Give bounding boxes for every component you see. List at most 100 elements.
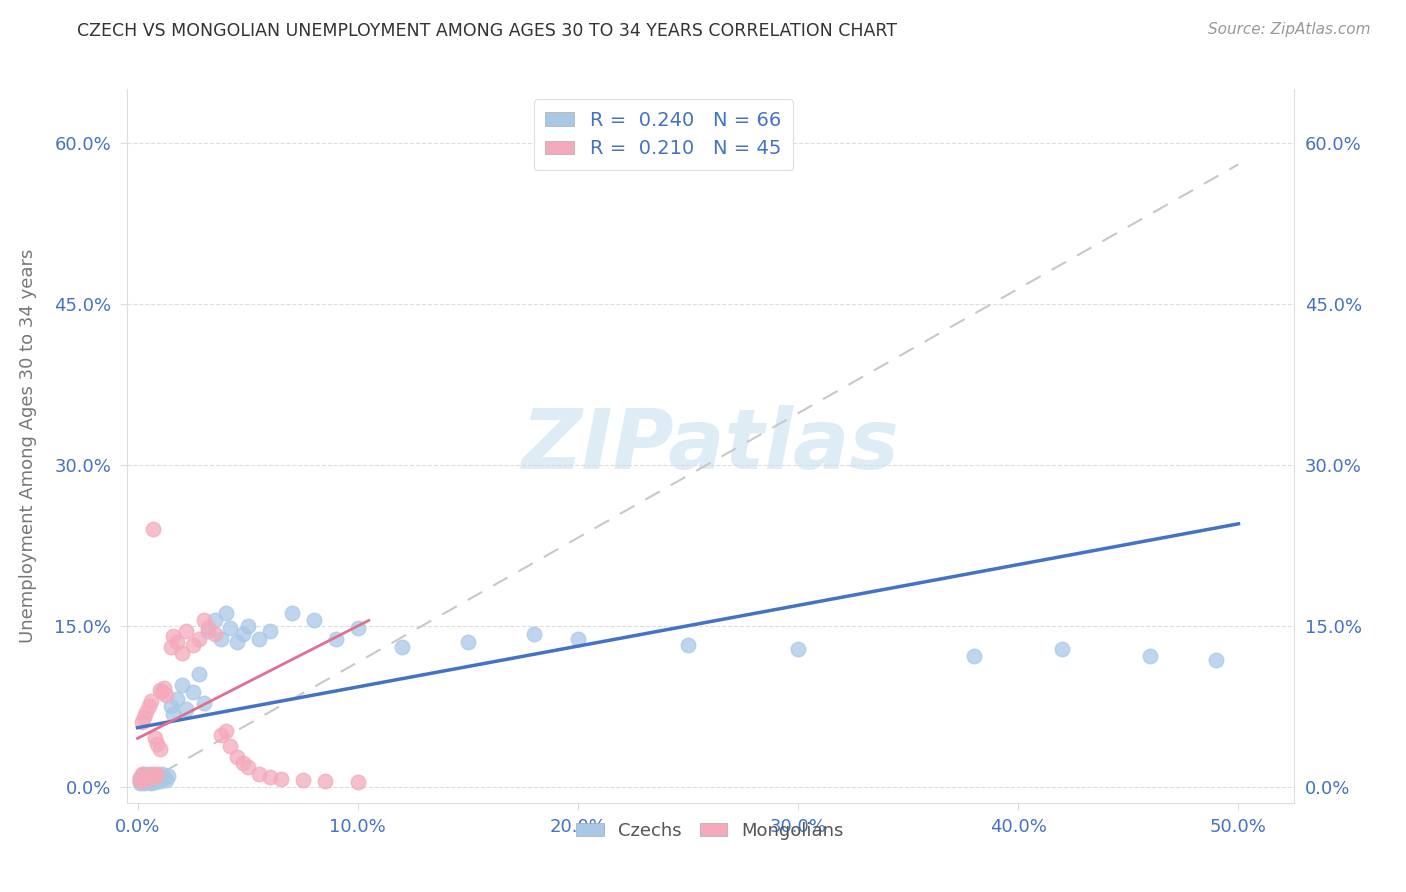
Point	[157, 769, 180, 783]
Point	[134, 774, 156, 789]
Point	[236, 619, 259, 633]
Point	[131, 773, 153, 788]
Point	[134, 710, 156, 724]
Point	[280, 606, 302, 620]
Point	[146, 737, 169, 751]
Point	[787, 642, 810, 657]
Point	[142, 773, 165, 788]
Point	[214, 606, 236, 620]
Point	[247, 767, 270, 781]
Point	[143, 775, 166, 789]
Legend: Czechs, Mongolians: Czechs, Mongolians	[569, 815, 851, 847]
Point	[225, 749, 247, 764]
Point	[131, 769, 153, 783]
Point	[142, 770, 165, 784]
Point	[143, 771, 166, 785]
Point	[131, 715, 153, 730]
Point	[159, 640, 181, 655]
Point	[162, 630, 184, 644]
Point	[181, 638, 204, 652]
Point	[1139, 648, 1161, 663]
Text: CZECH VS MONGOLIAN UNEMPLOYMENT AMONG AGES 30 TO 34 YEARS CORRELATION CHART: CZECH VS MONGOLIAN UNEMPLOYMENT AMONG AG…	[77, 22, 897, 40]
Point	[225, 635, 247, 649]
Point	[148, 770, 170, 784]
Point	[676, 638, 699, 652]
Point	[128, 774, 150, 789]
Point	[174, 702, 197, 716]
Point	[153, 771, 176, 785]
Point	[391, 640, 413, 655]
Point	[138, 771, 160, 785]
Point	[128, 774, 150, 789]
Point	[193, 696, 215, 710]
Point	[131, 775, 153, 789]
Point	[170, 646, 193, 660]
Point	[131, 767, 153, 781]
Point	[219, 739, 242, 753]
Point	[139, 694, 162, 708]
Point	[204, 627, 226, 641]
Point	[259, 770, 281, 784]
Point	[247, 632, 270, 646]
Point	[135, 705, 157, 719]
Text: Source: ZipAtlas.com: Source: ZipAtlas.com	[1208, 22, 1371, 37]
Point	[325, 632, 347, 646]
Point	[138, 767, 160, 781]
Point	[166, 635, 188, 649]
Point	[232, 756, 254, 770]
Point	[214, 723, 236, 738]
Point	[139, 772, 162, 787]
Point	[236, 760, 259, 774]
Point	[135, 768, 157, 782]
Point	[135, 770, 157, 784]
Point	[204, 613, 226, 627]
Point	[135, 772, 157, 787]
Text: ZIPatlas: ZIPatlas	[522, 406, 898, 486]
Point	[139, 769, 162, 783]
Point	[209, 728, 232, 742]
Point	[142, 767, 165, 781]
Point	[138, 774, 160, 789]
Point	[291, 773, 314, 788]
Point	[148, 774, 170, 789]
Point	[232, 627, 254, 641]
Point	[346, 621, 368, 635]
Point	[128, 771, 150, 785]
Point	[314, 774, 336, 789]
Point	[159, 699, 181, 714]
Point	[134, 776, 156, 790]
Point	[188, 632, 211, 646]
Point	[963, 648, 986, 663]
Point	[128, 776, 150, 790]
Point	[302, 613, 325, 627]
Point	[166, 691, 188, 706]
Point	[146, 772, 169, 787]
Point	[135, 773, 157, 788]
Point	[146, 769, 169, 783]
Point	[170, 678, 193, 692]
Point	[139, 776, 162, 790]
Point	[197, 621, 219, 635]
Point	[128, 771, 150, 785]
Point	[346, 775, 368, 789]
Point	[523, 627, 546, 641]
Point	[134, 769, 156, 783]
Point	[174, 624, 197, 639]
Point	[139, 769, 162, 783]
Point	[193, 613, 215, 627]
Point	[148, 742, 170, 756]
Point	[1205, 653, 1227, 667]
Point	[567, 632, 589, 646]
Point	[1052, 642, 1074, 657]
Point	[134, 767, 156, 781]
Y-axis label: Unemployment Among Ages 30 to 34 years: Unemployment Among Ages 30 to 34 years	[20, 249, 38, 643]
Point	[197, 624, 219, 639]
Point	[148, 683, 170, 698]
Point	[150, 767, 173, 781]
Point	[131, 772, 153, 787]
Point	[142, 522, 165, 536]
Point	[153, 681, 176, 695]
Point	[209, 632, 232, 646]
Point	[138, 699, 160, 714]
Point	[143, 731, 166, 746]
